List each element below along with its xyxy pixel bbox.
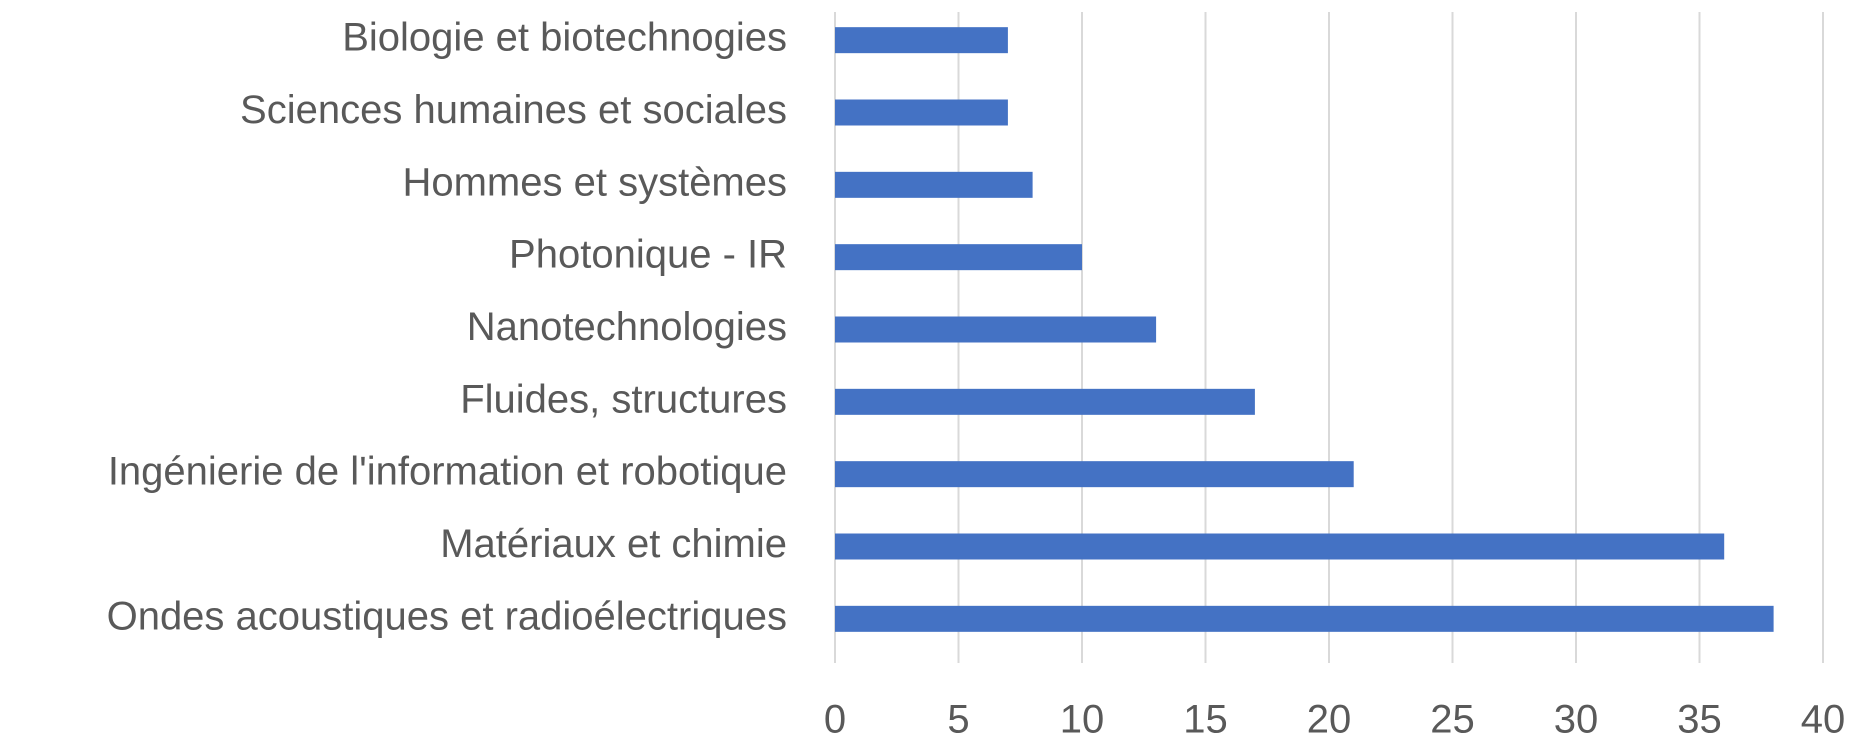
x-tick-label: 35: [1677, 698, 1722, 741]
y-tick-label: Hommes et systèmes: [402, 160, 787, 204]
y-tick-label: Nanotechnologies: [467, 305, 787, 349]
x-tick-label: 0: [824, 698, 846, 741]
bar: [835, 99, 1008, 126]
y-tick-label: Ondes acoustiques et radioélectriques: [107, 594, 787, 638]
bar: [835, 605, 1774, 632]
bar: [835, 388, 1255, 415]
y-tick-label: Ingénierie de l'information et robotique: [108, 450, 787, 494]
bar: [835, 461, 1354, 488]
bar: [835, 316, 1157, 343]
bar: [835, 27, 1008, 54]
bar: [835, 171, 1033, 198]
y-tick-label: Matériaux et chimie: [440, 522, 787, 566]
x-tick-label: 30: [1554, 698, 1599, 741]
x-tick-label: 15: [1183, 698, 1228, 741]
y-tick-label: Sciences humaines et sociales: [240, 88, 787, 132]
x-tick-label: 20: [1307, 698, 1352, 741]
bar: [835, 244, 1082, 271]
x-tick-label: 40: [1801, 698, 1846, 741]
y-tick-label: Biologie et biotechnogies: [342, 16, 787, 60]
bar: [835, 533, 1725, 560]
x-tick-label: 5: [947, 698, 969, 741]
y-tick-label: Photonique - IR: [509, 233, 787, 277]
y-tick-label: Fluides, structures: [460, 377, 787, 421]
x-tick-label: 10: [1060, 698, 1105, 741]
x-tick-label: 25: [1430, 698, 1475, 741]
